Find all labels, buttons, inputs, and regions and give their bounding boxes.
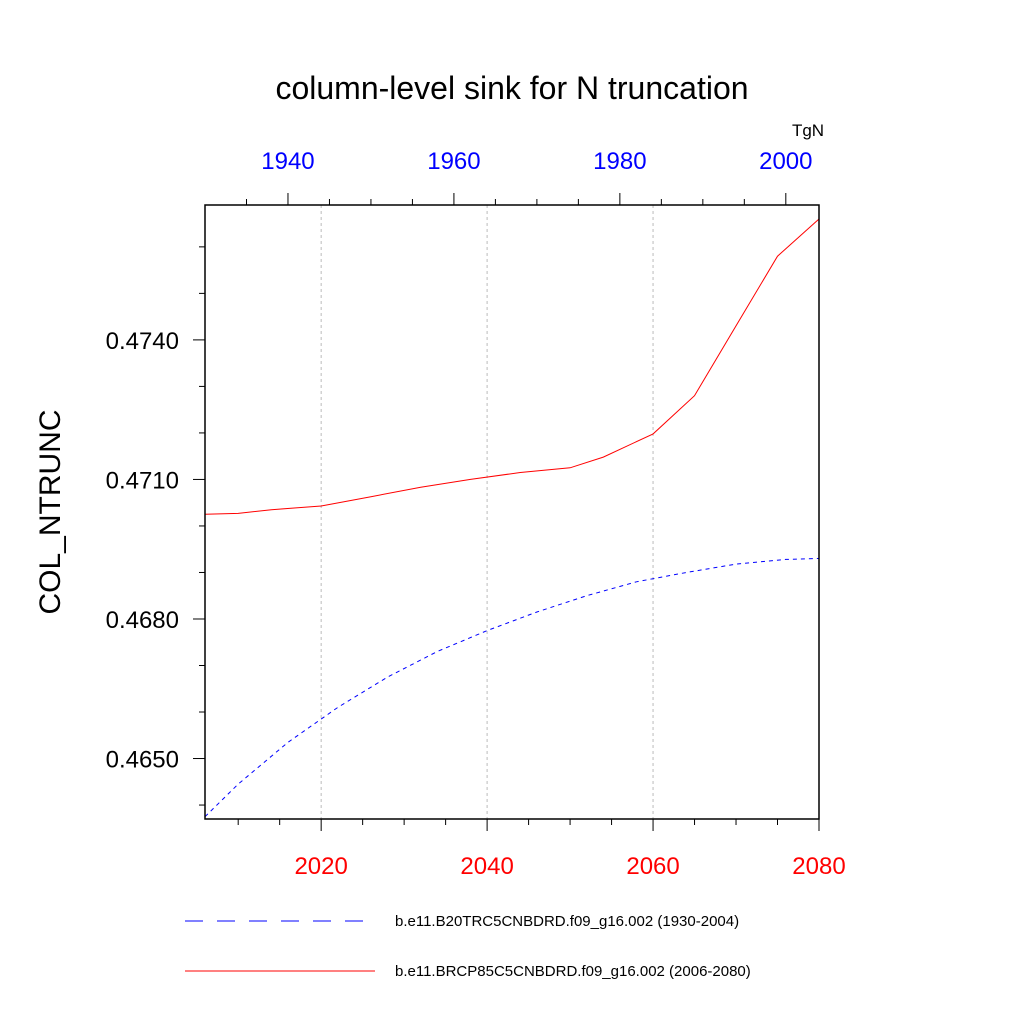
x-bottom-tick-label: 2060 bbox=[626, 853, 679, 880]
x-top-tick-label: 1940 bbox=[261, 148, 314, 175]
y-tick-label: 0.4650 bbox=[106, 747, 179, 774]
grid bbox=[320, 205, 654, 819]
legend-label-rcp85: b.e11.BRCP85C5CNBDRD.f09_g16.002 (2006-2… bbox=[395, 963, 751, 980]
legend-label-historical: b.e11.B20TRC5CNBDRD.f09_g16.002 (1930-20… bbox=[395, 913, 739, 930]
x-top-tick-label: 2000 bbox=[759, 148, 812, 175]
series-line-0 bbox=[204, 558, 820, 818]
y-tick-label: 0.4680 bbox=[106, 607, 179, 634]
plot-frame bbox=[204, 204, 820, 820]
axis-ticks bbox=[193, 193, 820, 831]
x-bottom-tick-label: 2080 bbox=[792, 853, 845, 880]
axis-tick-labels: 2020 2040 2060 2080 1940 1960 1980 2000 0.4650 0.… bbox=[106, 148, 846, 880]
series-lines bbox=[204, 218, 820, 818]
x-bottom-tick-label: 2020 bbox=[294, 853, 347, 880]
series-line-1 bbox=[204, 218, 820, 515]
legend: b.e11.B20TRC5CNBDRD.f09_g16.002 (1930-20… bbox=[185, 913, 751, 980]
y-axis-label: COL_NTRUNC bbox=[34, 409, 67, 614]
y-tick-label: 0.4740 bbox=[106, 328, 179, 355]
chart-title: column-level sink for N truncation bbox=[275, 70, 748, 106]
y-tick-label: 0.4710 bbox=[106, 467, 179, 494]
x-top-tick-label: 1980 bbox=[593, 148, 646, 175]
x-top-tick-label: 1960 bbox=[427, 148, 480, 175]
x-bottom-tick-label: 2040 bbox=[460, 853, 513, 880]
units-label: TgN bbox=[792, 121, 824, 140]
